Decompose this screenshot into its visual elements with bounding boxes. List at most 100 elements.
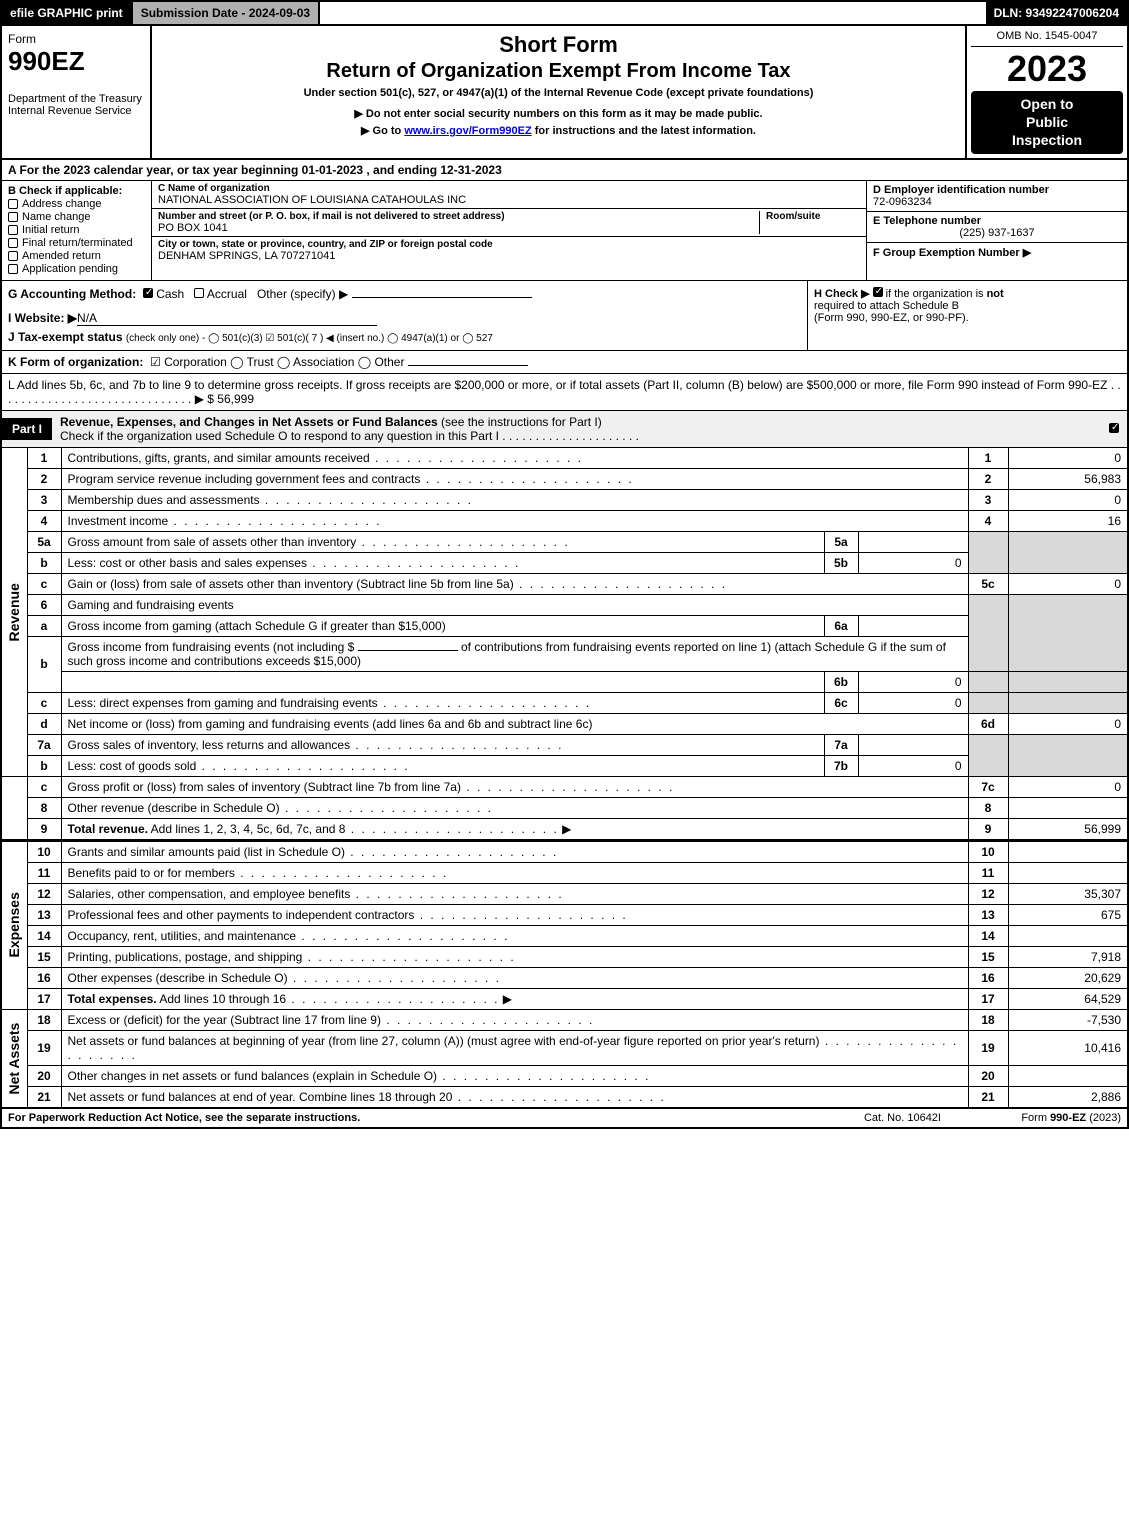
chk-part1-scho[interactable] xyxy=(1109,423,1119,433)
ln-rno: 15 xyxy=(968,946,1008,967)
ln-no: 11 xyxy=(27,862,61,883)
ln-rno: 13 xyxy=(968,904,1008,925)
chk-final-return[interactable] xyxy=(8,238,18,248)
ln-amt: 56,983 xyxy=(1008,468,1128,489)
chk-amended-return[interactable] xyxy=(8,251,18,261)
ln-no: 5a xyxy=(27,531,61,552)
chk-initial-return[interactable] xyxy=(8,225,18,235)
lbl-other: Other (specify) ▶ xyxy=(257,287,348,301)
ln-no: 2 xyxy=(27,468,61,489)
contrib-amount-input[interactable] xyxy=(358,650,458,651)
ln-desc: Professional fees and other payments to … xyxy=(68,908,628,922)
ln-amt: 0 xyxy=(1008,573,1128,594)
j-label: J Tax-exempt status xyxy=(8,330,123,344)
ln-rno: 6d xyxy=(968,713,1008,734)
netassets-section-label: Net Assets xyxy=(1,1010,27,1108)
table-row: b Gross income from fundraising events (… xyxy=(1,636,1128,671)
form-number: 990EZ xyxy=(8,46,144,77)
table-row: c Less: direct expenses from gaming and … xyxy=(1,692,1128,713)
ln-midno: 5b xyxy=(824,552,858,573)
header-sub2: ▶ Do not enter social security numbers o… xyxy=(162,107,955,120)
other-specify-input[interactable] xyxy=(352,297,532,298)
ln-no: 19 xyxy=(27,1030,61,1065)
chk-cash[interactable] xyxy=(143,288,153,298)
table-row: 15 Printing, publications, postage, and … xyxy=(1,946,1128,967)
k-other-input[interactable] xyxy=(408,365,528,366)
part1-sub: (see the instructions for Part I) xyxy=(441,415,602,429)
ln-desc: Add lines 1, 2, 3, 4, 5c, 6d, 7c, and 8 xyxy=(151,822,559,836)
ln-amt: 0 xyxy=(1008,448,1128,469)
ln-desc: Grants and similar amounts paid (list in… xyxy=(68,845,559,859)
ln-amt xyxy=(1008,925,1128,946)
ln-no: 10 xyxy=(27,841,61,863)
ln-midno: 6c xyxy=(824,692,858,713)
f-label: F Group Exemption Number ▶ xyxy=(873,247,1031,259)
table-row: 12 Salaries, other compensation, and emp… xyxy=(1,883,1128,904)
chk-h[interactable] xyxy=(873,287,883,297)
ln-no: d xyxy=(27,713,61,734)
line-k: K Form of organization: ☑ Corporation ◯ … xyxy=(0,351,1129,374)
ln-desc: Less: direct expenses from gaming and fu… xyxy=(68,696,592,710)
shaded-cell xyxy=(1008,734,1128,776)
part1-header: Part I Revenue, Expenses, and Changes in… xyxy=(0,411,1129,448)
ln-no: 16 xyxy=(27,967,61,988)
table-row: 3 Membership dues and assessments 3 0 xyxy=(1,489,1128,510)
ln-rno: 3 xyxy=(968,489,1008,510)
g-label: G Accounting Method: xyxy=(8,287,136,301)
chk-name-change[interactable] xyxy=(8,212,18,222)
ln-midamt xyxy=(858,531,968,552)
ln-amt: 0 xyxy=(1008,776,1128,797)
omb-number: OMB No. 1545-0047 xyxy=(971,30,1123,47)
ln-desc: Net assets or fund balances at end of ye… xyxy=(68,1090,666,1104)
ln-rno: 1 xyxy=(968,448,1008,469)
ln-amt: 675 xyxy=(1008,904,1128,925)
ln-midamt xyxy=(858,734,968,755)
table-row: 17 Total expenses. Add lines 10 through … xyxy=(1,988,1128,1009)
ln-rno: 20 xyxy=(968,1065,1008,1086)
ln-rno: 18 xyxy=(968,1010,1008,1031)
table-row: 6b 0 xyxy=(1,671,1128,692)
part1-checkline: Check if the organization used Schedule … xyxy=(60,429,639,443)
col-b: B Check if applicable: Address change Na… xyxy=(2,181,152,280)
form-word: Form xyxy=(8,32,144,46)
ln-rno: 19 xyxy=(968,1030,1008,1065)
org-name: NATIONAL ASSOCIATION OF LOUISIANA CATAHO… xyxy=(158,194,860,206)
ln-midamt xyxy=(858,615,968,636)
table-row: 21 Net assets or fund balances at end of… xyxy=(1,1086,1128,1107)
efile-print-button[interactable]: efile GRAPHIC print xyxy=(2,2,133,24)
table-row: 5a Gross amount from sale of assets othe… xyxy=(1,531,1128,552)
table-row: a Gross income from gaming (attach Sched… xyxy=(1,615,1128,636)
revenue-section-label: Revenue xyxy=(1,448,27,777)
chk-accrual[interactable] xyxy=(194,288,204,298)
phone-value: (225) 937-1637 xyxy=(873,227,1121,239)
ln-amt: -7,530 xyxy=(1008,1010,1128,1031)
ln-desc: Investment income xyxy=(68,514,382,528)
ln-no: 20 xyxy=(27,1065,61,1086)
e-label: E Telephone number xyxy=(873,215,1121,227)
sub3-pre: ▶ Go to xyxy=(361,125,404,137)
lbl-application-pending: Application pending xyxy=(22,263,118,275)
col-c: C Name of organization NATIONAL ASSOCIAT… xyxy=(152,181,867,280)
h-text4: (Form 990, 990-EZ, or 990-PF). xyxy=(814,312,969,324)
k-label: K Form of organization: xyxy=(8,355,143,369)
ln-no: b xyxy=(27,755,61,776)
table-row: 4 Investment income 4 16 xyxy=(1,510,1128,531)
chk-address-change[interactable] xyxy=(8,199,18,209)
revenue-table: Revenue 1 Contributions, gifts, grants, … xyxy=(0,448,1129,840)
table-row: b Less: cost or other basis and sales ex… xyxy=(1,552,1128,573)
ln-midno: 6b xyxy=(824,671,858,692)
short-form-title: Short Form xyxy=(162,32,955,58)
table-row: Expenses 10 Grants and similar amounts p… xyxy=(1,841,1128,863)
ln-no: 4 xyxy=(27,510,61,531)
ln-amt: 0 xyxy=(1008,713,1128,734)
irs-label: Internal Revenue Service xyxy=(8,105,144,117)
h-pre: H Check ▶ xyxy=(814,288,870,300)
col-def: D Employer identification number 72-0963… xyxy=(867,181,1127,280)
irs-link[interactable]: www.irs.gov/Form990EZ xyxy=(404,125,531,137)
submission-date-label: Submission Date - 2024-09-03 xyxy=(133,2,320,24)
chk-application-pending[interactable] xyxy=(8,264,18,274)
table-row: Revenue 1 Contributions, gifts, grants, … xyxy=(1,448,1128,469)
ln-rno: 12 xyxy=(968,883,1008,904)
ln-no: c xyxy=(27,692,61,713)
dln-label: DLN: 93492247006204 xyxy=(986,2,1127,24)
